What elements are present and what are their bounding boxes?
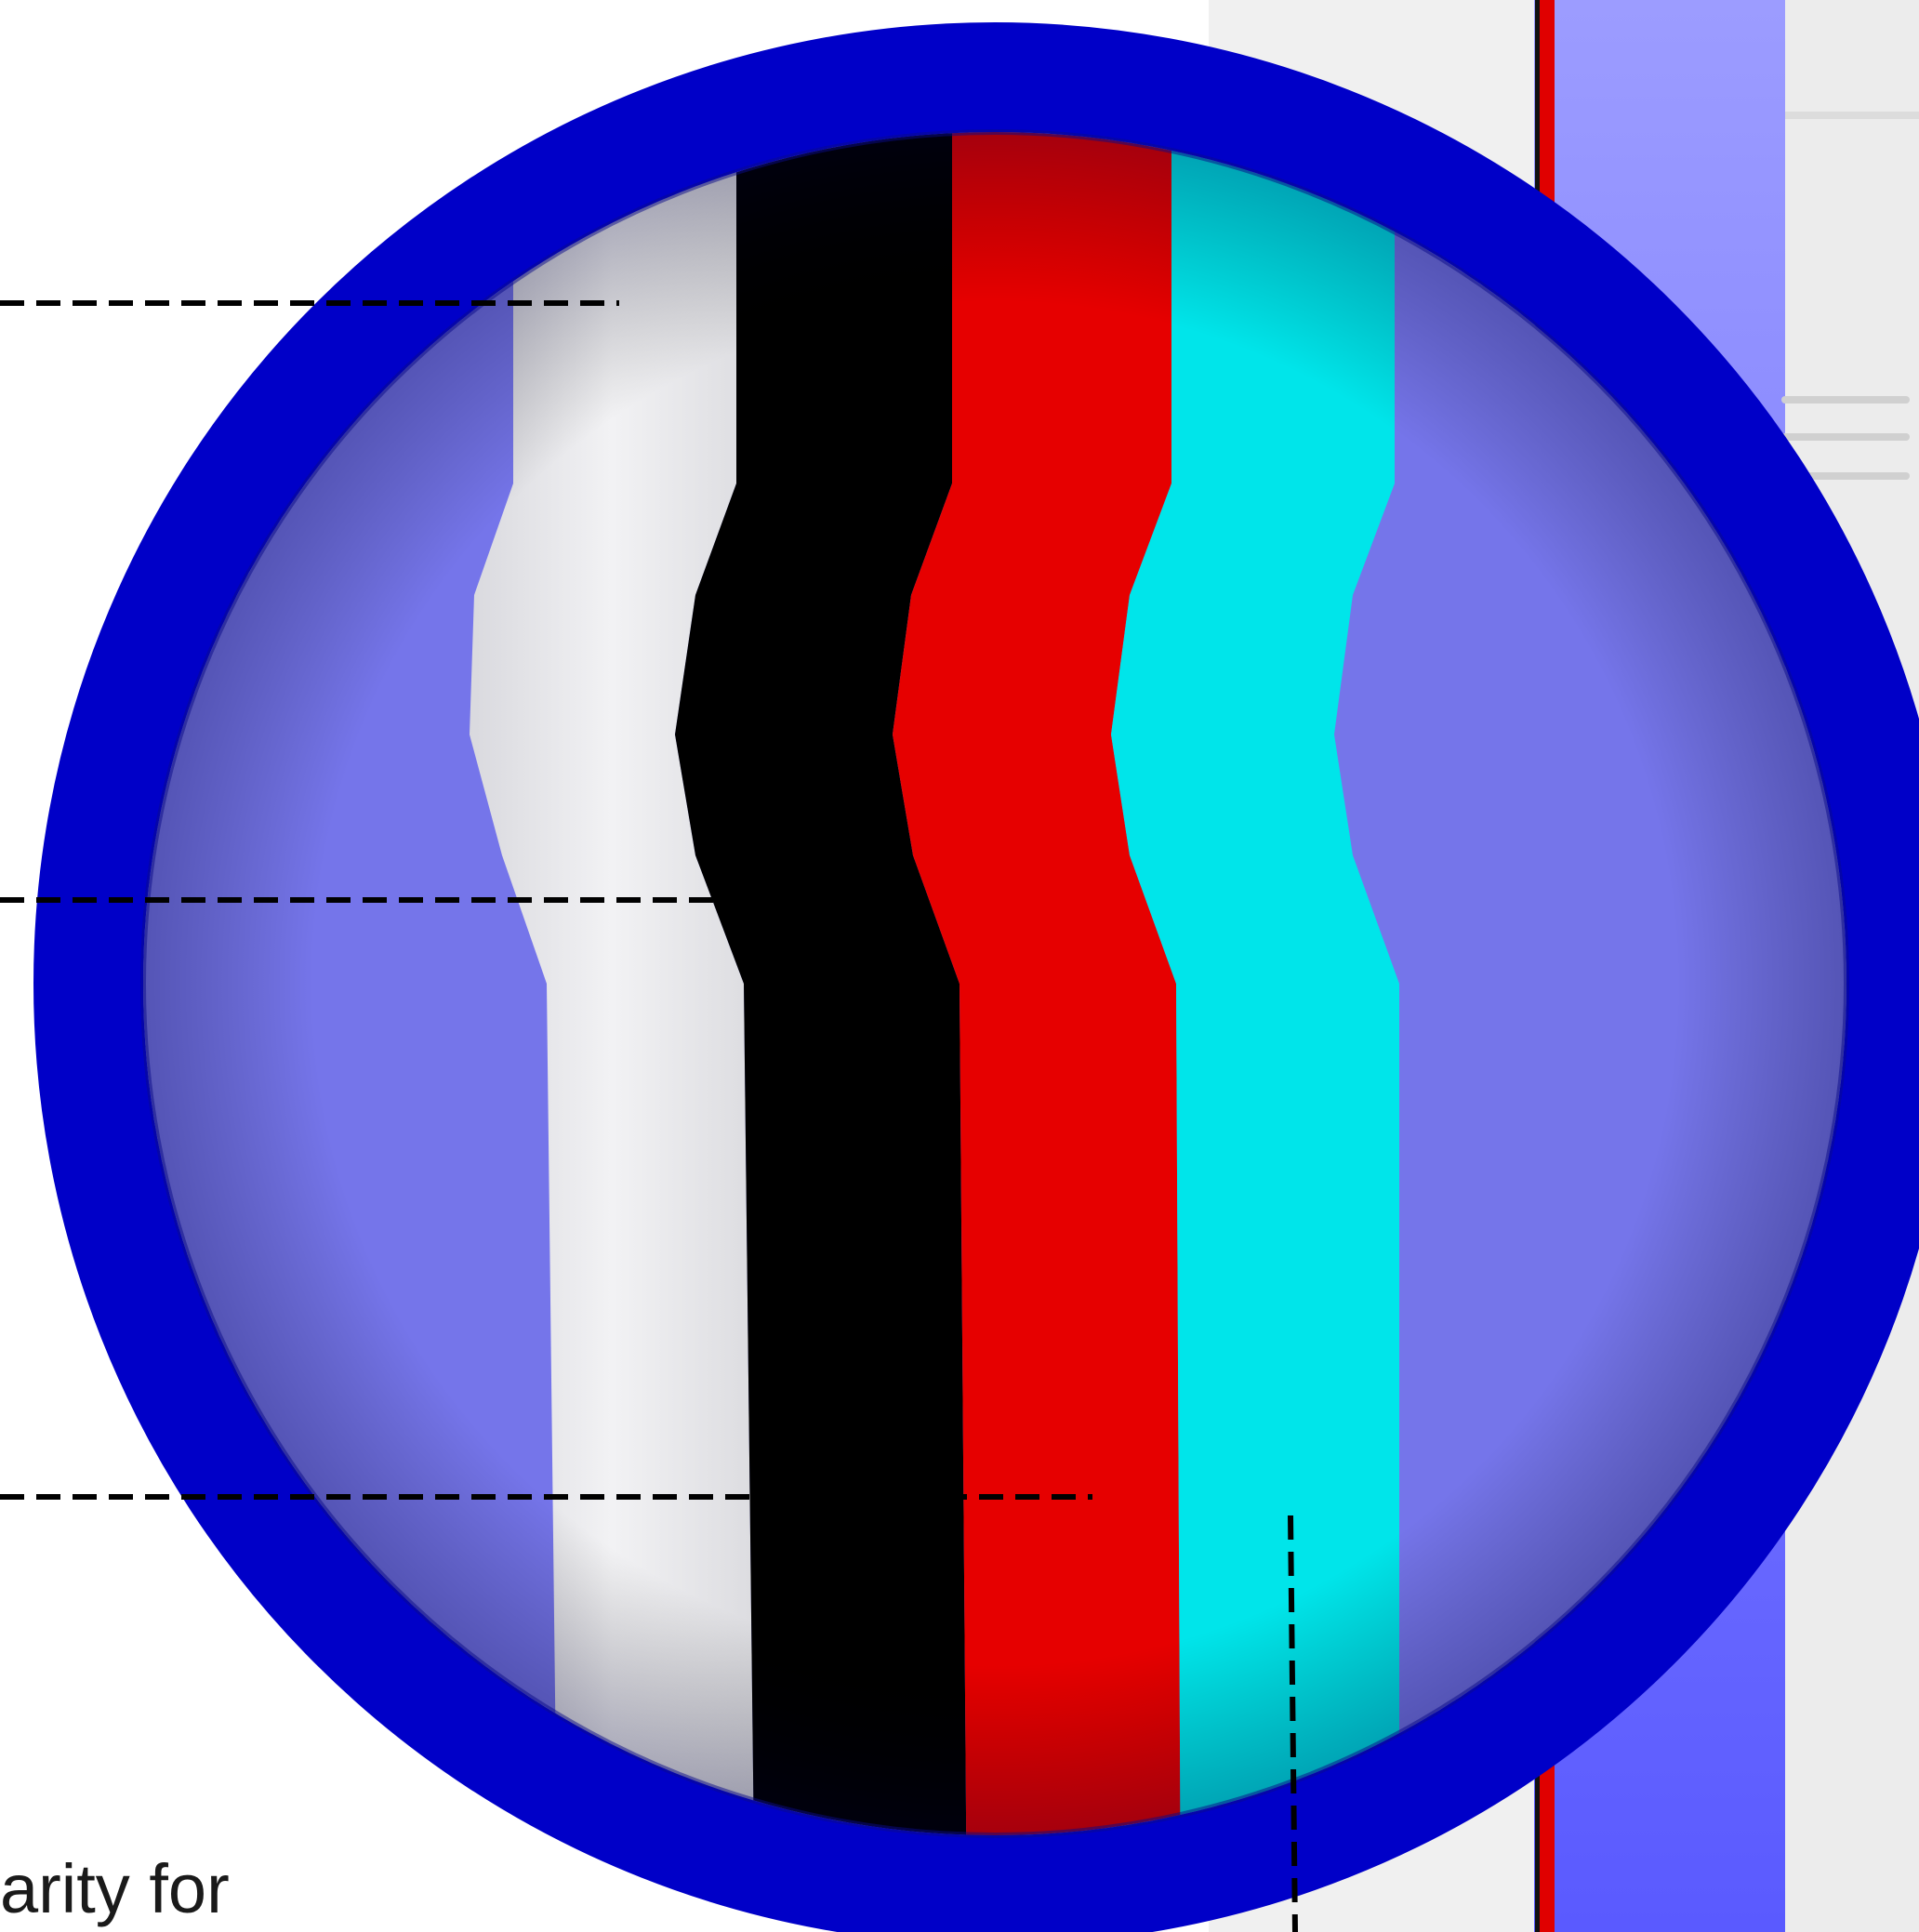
lens-ring (33, 22, 1919, 1932)
leader-lines (0, 300, 1298, 1932)
magnifier-lens (33, 22, 1919, 1932)
leader-line-4 (1288, 1515, 1298, 1932)
caption-text: arity for (0, 1850, 230, 1927)
